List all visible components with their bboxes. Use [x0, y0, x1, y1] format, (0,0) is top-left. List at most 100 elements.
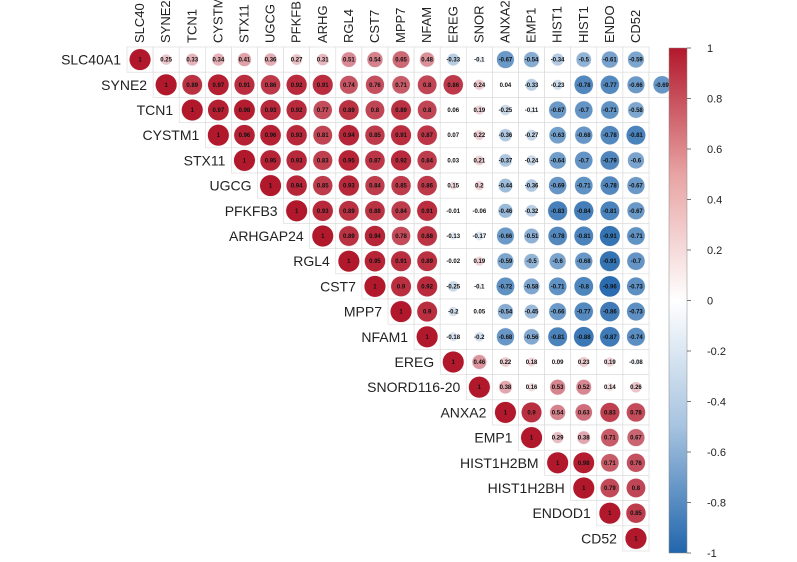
correlation-value-label: 0.41 — [239, 58, 251, 64]
grid-cell — [309, 46, 337, 73]
correlation-point — [233, 124, 256, 147]
correlation-value-label: -0.37 — [499, 158, 513, 164]
column-label: EMP1 — [524, 8, 539, 43]
correlation-point — [312, 74, 334, 96]
correlation-value-label: -0.11 — [525, 108, 539, 114]
correlation-value-label: -0.6 — [631, 158, 642, 164]
correlation-point — [160, 53, 172, 66]
correlation-point — [547, 326, 568, 347]
correlation-value-label: 0.2 — [475, 184, 484, 190]
correlation-point — [523, 328, 540, 346]
correlation-value-label: 0.9 — [423, 310, 432, 316]
correlation-point — [626, 251, 646, 271]
correlation-value-label: -0.67 — [499, 58, 513, 64]
correlation-value-label: -0.2 — [448, 310, 459, 316]
correlation-value-label: 0.92 — [291, 108, 303, 114]
correlation-point — [575, 379, 592, 396]
correlation-point — [233, 74, 256, 96]
correlation-point — [448, 331, 459, 342]
correlation-point — [416, 325, 439, 348]
correlation-point — [338, 124, 360, 146]
correlation-point — [548, 100, 567, 120]
correlation-value-label: 1 — [608, 511, 612, 517]
correlation-value-label: 0.85 — [317, 184, 329, 190]
correlation-point — [286, 74, 308, 96]
correlation-point — [626, 75, 645, 94]
correlation-value-label: 0.95 — [265, 158, 277, 164]
correlation-point — [599, 402, 620, 423]
correlation-point — [496, 226, 515, 246]
correlation-point — [600, 478, 620, 498]
correlation-value-label: -0.88 — [577, 335, 591, 341]
correlation-point — [572, 451, 595, 474]
correlation-point — [500, 356, 511, 368]
correlation-point — [181, 98, 204, 122]
correlation-value-label: -0.13 — [446, 234, 460, 240]
correlation-value-label: 0.86 — [265, 83, 277, 89]
correlation-value-label: 0.19 — [474, 259, 486, 265]
correlation-value-label: 0.9 — [527, 410, 536, 416]
correlation-point — [503, 82, 508, 88]
correlation-value-label: 0.84 — [369, 184, 381, 190]
correlation-value-label: 0.93 — [265, 108, 277, 114]
correlation-point — [525, 204, 538, 218]
correlation-point — [551, 431, 564, 444]
correlation-value-label: 0.89 — [343, 108, 355, 114]
correlation-point — [600, 100, 620, 120]
correlation-point — [574, 176, 594, 195]
correlation-value-label: 0.88 — [369, 209, 381, 215]
correlation-value-label: 0.33 — [186, 58, 198, 64]
correlation-point — [548, 176, 567, 195]
correlation-value-label: 1 — [243, 158, 247, 164]
correlation-point — [574, 151, 594, 170]
correlation-value-label: 0.8 — [371, 108, 380, 114]
correlation-value-label: -0.78 — [603, 133, 617, 139]
correlation-point — [626, 327, 646, 347]
colorbar-tick-label: 0.6 — [707, 144, 722, 156]
correlation-point — [290, 53, 303, 66]
correlation-point — [475, 282, 484, 291]
correlation-point — [630, 381, 642, 393]
correlation-point — [578, 356, 590, 368]
correlation-point — [390, 275, 412, 297]
correlation-point — [626, 428, 646, 447]
correlation-point — [525, 129, 538, 142]
correlation-value-label: -0.71 — [629, 234, 643, 240]
column-label: HIST1 — [550, 6, 565, 43]
correlation-value-label: -0.68 — [499, 335, 513, 341]
correlation-value-label: -0.7 — [579, 158, 590, 164]
correlation-value-label: 0.23 — [578, 360, 590, 366]
correlation-point — [548, 302, 567, 321]
correlation-value-label: -0.81 — [551, 335, 565, 341]
correlation-point — [573, 75, 594, 95]
correlation-value-label: -0.68 — [577, 259, 591, 265]
correlation-value-label: 0.27 — [291, 58, 303, 64]
correlation-value-label: 0.51 — [343, 58, 355, 64]
correlation-point — [471, 354, 487, 370]
correlation-point — [523, 228, 540, 244]
correlation-point — [526, 382, 537, 392]
colorbar: 1 0.8 0.6 0.4 0.2 0 -0.2 -0.4 -0.6 -0.8 -1 — [668, 43, 726, 560]
correlation-value-label: -0.86 — [603, 310, 617, 316]
correlation-point — [600, 75, 620, 95]
correlation-point — [551, 53, 565, 67]
correlation-value-label: 0.8 — [632, 486, 641, 492]
correlation-point — [447, 280, 459, 293]
correlation-value-label: -0.56 — [525, 335, 539, 341]
correlation-point — [416, 124, 438, 146]
correlation-value-label: 0.85 — [395, 184, 407, 190]
correlation-value-label: 0.79 — [604, 486, 616, 492]
correlation-value-label: 1 — [530, 436, 534, 442]
correlation-point — [625, 125, 646, 146]
colorbar-tick-label: 0.8 — [707, 94, 722, 106]
correlation-point — [451, 158, 456, 163]
correlation-point — [417, 74, 438, 95]
row-label: PFKFB3 — [225, 203, 278, 219]
correlation-value-label: 1 — [425, 335, 429, 341]
column-label: NFAM — [419, 7, 434, 43]
correlation-value-label: 0.86 — [421, 184, 433, 190]
correlation-value-label: 0.93 — [343, 184, 355, 190]
correlation-point — [419, 51, 435, 68]
correlation-value-label: 0.38 — [500, 385, 512, 391]
correlation-value-label: 0.89 — [186, 83, 198, 89]
